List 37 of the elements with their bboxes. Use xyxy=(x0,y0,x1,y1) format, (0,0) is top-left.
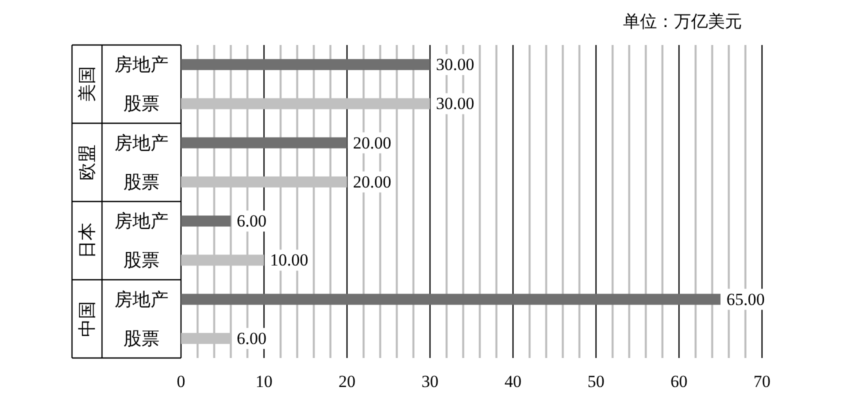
x-tick-label: 20 xyxy=(338,372,356,391)
bar xyxy=(181,332,231,344)
data-label: 20.00 xyxy=(353,172,392,192)
x-tick-label: 50 xyxy=(588,372,604,391)
y-tick-label: 日本 xyxy=(77,222,97,259)
text: 房地产 xyxy=(114,132,168,153)
bar xyxy=(181,59,430,70)
bar xyxy=(181,254,264,266)
text: 股票 xyxy=(124,250,160,270)
data-label: 20.00 xyxy=(353,133,392,152)
data-label: 6.00 xyxy=(236,328,267,348)
series-label: 股票 xyxy=(124,94,160,114)
x-tick-label: 10 xyxy=(256,372,272,391)
text: 房地产 xyxy=(114,289,168,310)
x-tick-label: 60 xyxy=(670,372,688,391)
data-label: 10.00 xyxy=(270,250,308,270)
x-tick-label: 0 xyxy=(176,372,186,391)
data-label: 65.00 xyxy=(726,290,765,309)
y-tick-label: 欧盟 xyxy=(77,144,97,180)
bar xyxy=(181,98,430,110)
bar xyxy=(181,216,231,227)
bar xyxy=(181,137,347,148)
y-tick-label: 美国 xyxy=(77,66,97,102)
x-tick-label: 70 xyxy=(754,372,770,391)
bar xyxy=(181,176,347,188)
text: 股票 xyxy=(124,172,160,192)
text: 单位：万亿美元 xyxy=(623,12,742,31)
text: 股票 xyxy=(124,328,160,348)
x-tick-label: 40 xyxy=(504,372,522,391)
data-label: 6.00 xyxy=(236,212,267,231)
data-label: 30.00 xyxy=(436,55,474,74)
data-label: 30.00 xyxy=(436,94,474,114)
bar xyxy=(181,294,720,305)
x-tick-label: 30 xyxy=(422,372,438,391)
text: 房地产 xyxy=(114,211,168,232)
y-tick-label: 中国 xyxy=(77,300,97,337)
series-label: 房地产 xyxy=(114,54,168,75)
